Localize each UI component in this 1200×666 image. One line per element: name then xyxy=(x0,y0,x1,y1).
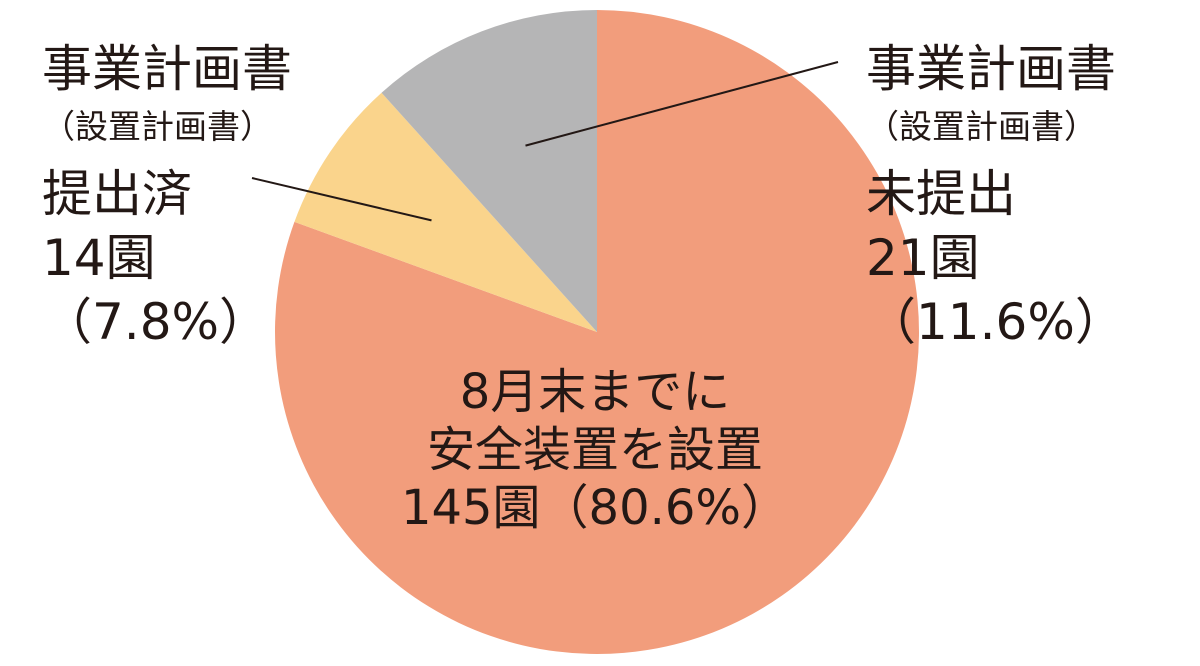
label-installed-line1: 8月末までに xyxy=(459,364,731,420)
label-submitted-line2: （設置計画書） xyxy=(42,107,273,146)
label-not-submitted-count: 21園 xyxy=(866,229,980,287)
label-not-submitted-percent: （11.6%） xyxy=(866,293,1125,351)
leader-line-not-submitted xyxy=(525,61,839,147)
pie-slice-not-submitted xyxy=(381,10,597,332)
label-submitted-percent: （7.8%） xyxy=(42,293,270,351)
label-not-submitted: 事業計画書 （設置計画書） 未提出 21園 （11.6%） xyxy=(866,44,1125,347)
label-submitted-line1: 事業計画書 xyxy=(42,40,292,98)
label-submitted-line3: 提出済 xyxy=(42,165,192,223)
label-installed: 8月末までに 安全装置を設置 145園（80.6%） xyxy=(385,368,805,532)
label-installed-line2: 安全装置を設置 xyxy=(426,422,763,478)
label-not-submitted-line2: （設置計画書） xyxy=(866,107,1097,146)
pie-slice-submitted xyxy=(294,92,597,333)
label-submitted-count: 14園 xyxy=(42,229,156,287)
label-submitted: 事業計画書 （設置計画書） 提出済 14園 （7.8%） xyxy=(42,44,292,347)
leader-line-submitted xyxy=(251,177,432,222)
label-installed-value: 145園（80.6%） xyxy=(400,480,790,536)
pie-slice-installed xyxy=(275,10,920,654)
label-not-submitted-line3: 未提出 xyxy=(866,165,1016,223)
label-not-submitted-line1: 事業計画書 xyxy=(866,40,1116,98)
